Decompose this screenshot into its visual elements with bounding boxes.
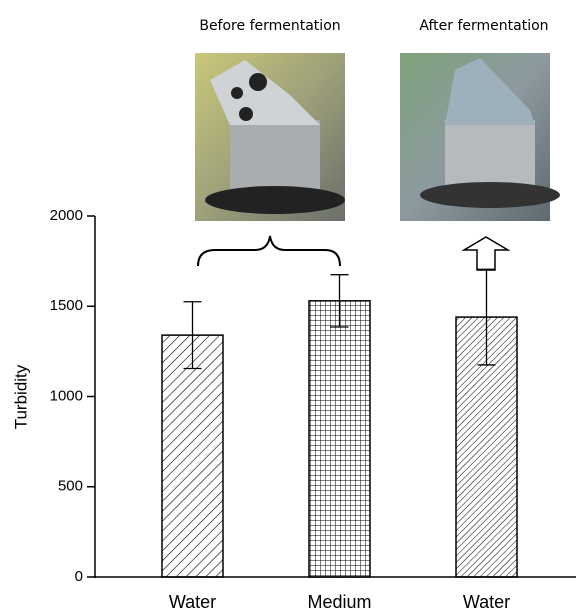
bar	[309, 301, 370, 577]
photo-before	[195, 53, 345, 221]
y-tick-label: 0	[75, 568, 83, 585]
y-axis-label: Turbidity	[11, 364, 30, 429]
brace	[198, 236, 340, 266]
y-tick-label: 1500	[50, 297, 83, 314]
x-tick-label: Medium	[307, 592, 371, 612]
photo-after	[400, 53, 560, 221]
y-tick-label: 1000	[50, 387, 83, 404]
arrow	[464, 237, 508, 270]
annotation: After fermentation	[419, 18, 548, 34]
x-tick-label: Water	[169, 592, 216, 612]
bar	[162, 335, 223, 577]
annotation: Before fermentation	[199, 18, 340, 34]
y-tick-label: 2000	[50, 207, 83, 224]
y-tick-label: 500	[58, 478, 83, 495]
chart: Before fermentation After fermentation T…	[0, 0, 576, 613]
x-tick-label: Water	[463, 592, 510, 612]
